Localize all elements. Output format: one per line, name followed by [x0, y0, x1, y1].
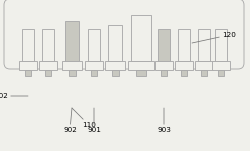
Bar: [85, 61, 103, 70]
Bar: [112, 70, 118, 76]
Bar: [105, 61, 125, 70]
Bar: [158, 29, 170, 61]
Bar: [65, 21, 79, 61]
Bar: [155, 61, 173, 70]
Bar: [178, 29, 190, 61]
Bar: [128, 61, 154, 70]
Bar: [195, 61, 213, 70]
Bar: [108, 25, 122, 61]
Bar: [45, 70, 51, 76]
Bar: [131, 15, 151, 61]
Bar: [218, 70, 224, 76]
Text: 120: 120: [192, 32, 236, 43]
Bar: [62, 61, 82, 70]
Bar: [161, 70, 167, 76]
Text: 110: 110: [72, 108, 96, 128]
FancyBboxPatch shape: [4, 0, 244, 69]
Bar: [42, 29, 54, 61]
Bar: [25, 70, 31, 76]
Bar: [136, 70, 146, 76]
Bar: [19, 61, 37, 70]
Bar: [39, 61, 57, 70]
Bar: [201, 70, 207, 76]
Text: 903: 903: [157, 108, 171, 133]
Bar: [88, 29, 100, 61]
Bar: [22, 29, 34, 61]
Bar: [215, 29, 227, 61]
Bar: [68, 70, 75, 76]
Text: 901: 901: [87, 108, 101, 133]
Text: 102: 102: [0, 93, 28, 99]
Bar: [91, 70, 97, 76]
Bar: [198, 29, 210, 61]
Bar: [175, 61, 193, 70]
Bar: [212, 61, 230, 70]
Text: 902: 902: [63, 108, 77, 133]
Bar: [181, 70, 187, 76]
